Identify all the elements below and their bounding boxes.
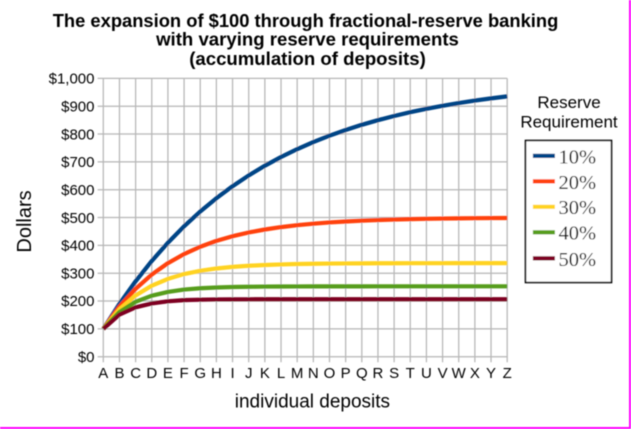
- svg-text:M: M: [291, 365, 304, 382]
- svg-text:Y: Y: [486, 365, 496, 382]
- svg-text:40%: 40%: [559, 223, 597, 245]
- svg-text:P: P: [341, 365, 351, 382]
- svg-text:X: X: [470, 365, 480, 382]
- svg-text:The expansion of $100 through: The expansion of $100 through fractional…: [53, 10, 559, 31]
- svg-text:$300: $300: [61, 265, 94, 282]
- svg-text:$1,000: $1,000: [49, 71, 95, 88]
- svg-text:with varying reserve requireme: with varying reserve requirements: [155, 29, 459, 50]
- svg-text:$500: $500: [61, 210, 94, 227]
- svg-text:$100: $100: [61, 321, 94, 338]
- svg-text:30%: 30%: [559, 197, 597, 219]
- svg-text:Reserve: Reserve: [537, 93, 600, 112]
- svg-text:20%: 20%: [559, 172, 597, 194]
- svg-text:N: N: [308, 365, 319, 382]
- svg-text:K: K: [260, 365, 270, 382]
- svg-text:I: I: [230, 365, 234, 382]
- svg-text:10%: 10%: [559, 146, 597, 168]
- svg-text:C: C: [130, 365, 141, 382]
- svg-text:U: U: [421, 365, 432, 382]
- svg-text:W: W: [452, 365, 467, 382]
- svg-text:$700: $700: [61, 154, 94, 171]
- svg-text:T: T: [406, 365, 415, 382]
- svg-text:$900: $900: [61, 98, 94, 115]
- svg-text:$800: $800: [61, 126, 94, 143]
- svg-text:G: G: [194, 365, 206, 382]
- svg-text:O: O: [324, 365, 336, 382]
- svg-text:H: H: [211, 365, 222, 382]
- svg-text:A: A: [98, 365, 108, 382]
- svg-text:F: F: [179, 365, 188, 382]
- svg-text:V: V: [438, 365, 448, 382]
- svg-text:$0: $0: [78, 349, 95, 366]
- svg-text:Z: Z: [503, 365, 512, 382]
- svg-text:L: L: [277, 365, 285, 382]
- svg-text:J: J: [245, 365, 253, 382]
- svg-text:Q: Q: [356, 365, 368, 382]
- svg-text:$200: $200: [61, 293, 94, 310]
- svg-text:R: R: [373, 365, 384, 382]
- svg-text:S: S: [389, 365, 399, 382]
- svg-text:E: E: [163, 365, 173, 382]
- svg-text:D: D: [146, 365, 157, 382]
- svg-text:B: B: [114, 365, 124, 382]
- svg-text:individual deposits: individual deposits: [235, 392, 390, 413]
- svg-text:50%: 50%: [559, 249, 597, 271]
- svg-text:Dollars: Dollars: [14, 190, 36, 252]
- svg-text:(accumulation of deposits): (accumulation of deposits): [189, 48, 426, 69]
- svg-text:$600: $600: [61, 182, 94, 199]
- svg-text:$400: $400: [61, 238, 94, 255]
- svg-text:Requirement: Requirement: [520, 112, 618, 131]
